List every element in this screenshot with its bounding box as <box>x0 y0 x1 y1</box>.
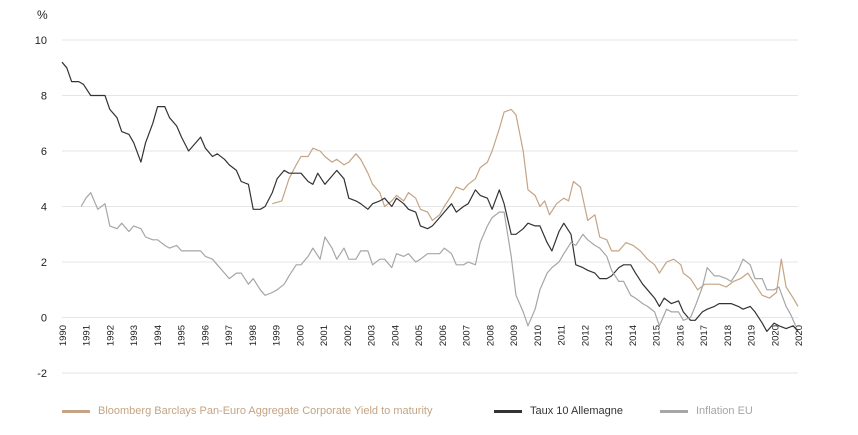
grid-lines <box>62 39 798 374</box>
x-tick-label: 2009 <box>509 325 520 346</box>
x-tick-label: 1997 <box>224 325 235 346</box>
x-tick-label: 2013 <box>604 325 615 346</box>
y-tick-label: 8 <box>41 91 47 103</box>
x-tick-label: 2014 <box>628 325 639 346</box>
x-tick-label: 1996 <box>200 325 211 346</box>
x-tick-label: 1998 <box>248 325 259 346</box>
x-tick-label: 2015 <box>652 325 663 346</box>
x-tick-label: 1991 <box>82 325 93 346</box>
x-tick-label: 2020 <box>794 325 805 346</box>
y-tick-label: 0 <box>41 313 47 325</box>
legend-swatch-corporate-yield <box>62 409 90 413</box>
x-tick-label: 2001 <box>319 325 330 346</box>
x-tick-label: 2007 <box>462 325 473 346</box>
series-lines <box>61 61 799 332</box>
x-tick-label: 2004 <box>390 325 401 346</box>
legend-label-bund-10y: Taux 10 Allemagne <box>530 405 623 417</box>
x-tick-label: 2017 <box>699 325 710 346</box>
y-tick-label: -2 <box>37 368 47 380</box>
x-tick-label: 2020 <box>770 325 781 346</box>
y-tick-label: 4 <box>41 202 47 214</box>
legend-swatch-inflation-eu <box>660 409 688 413</box>
y-axis-unit-label: % <box>37 8 48 22</box>
x-tick-label: 2008 <box>485 325 496 346</box>
x-tick-label: 2016 <box>675 325 686 346</box>
y-axis-ticks: -2 0 2 4 6 8 10 <box>35 35 47 380</box>
x-tick-label: 1995 <box>177 325 188 346</box>
x-tick-label: 2019 <box>747 325 758 346</box>
legend-item-bund-10y: Taux 10 Allemagne <box>494 405 623 417</box>
legend-label-corporate-yield: Bloomberg Barclays Pan-Euro Aggregate Co… <box>98 405 433 417</box>
legend-swatch-bund-10y <box>494 409 522 413</box>
legend: Bloomberg Barclays Pan-Euro Aggregate Co… <box>0 405 858 425</box>
x-tick-label: 2000 <box>295 325 306 346</box>
x-axis-ticks: 1990 1991 1992 1993 1994 1995 1996 1997 1998 1999… <box>58 325 805 346</box>
legend-item-corporate-yield: Bloomberg Barclays Pan-Euro Aggregate Co… <box>62 405 432 417</box>
x-tick-label: 1993 <box>129 325 140 346</box>
y-tick-label: 10 <box>35 35 47 47</box>
x-tick-label: 2002 <box>343 325 354 346</box>
x-tick-label: 1994 <box>153 325 164 346</box>
x-tick-label: 1990 <box>58 325 69 346</box>
x-tick-label: 2005 <box>414 325 425 346</box>
legend-label-inflation-eu: Inflation EU <box>696 405 753 417</box>
x-tick-label: 2003 <box>367 325 378 346</box>
series-line-2 <box>80 192 797 327</box>
x-tick-label: 2012 <box>580 325 591 346</box>
series-line-1 <box>61 61 799 332</box>
x-tick-label: 2006 <box>438 325 449 346</box>
x-tick-label: 2018 <box>723 325 734 346</box>
y-tick-label: 6 <box>41 146 47 158</box>
x-tick-label: 2010 <box>533 325 544 346</box>
x-tick-label: 2011 <box>557 325 568 345</box>
legend-item-inflation-eu: Inflation EU <box>660 405 753 417</box>
y-tick-label: 2 <box>41 257 47 269</box>
x-tick-label: 1992 <box>105 325 116 346</box>
series-line-0 <box>272 108 799 307</box>
x-tick-label: 1999 <box>272 325 283 346</box>
